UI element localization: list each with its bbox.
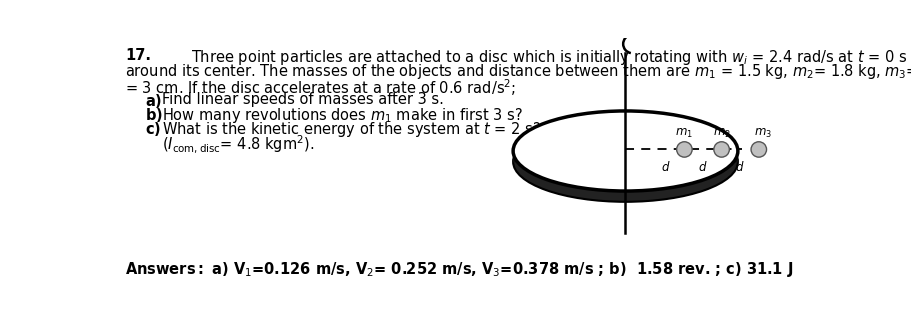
Text: $\mathbf{Answers:}$ a) V$_1$=0.126 m/s, V$_2$= 0.252 m/s, V$_3$=0.378 m/s ; b)  : $\mathbf{Answers:}$ a) V$_1$=0.126 m/s, … [125, 260, 793, 279]
Polygon shape [513, 122, 737, 191]
Text: = 3 cm. If the disc accelerates at a rate of 0.6 rad/s$^2$;: = 3 cm. If the disc accelerates at a rat… [125, 77, 516, 98]
Ellipse shape [713, 142, 729, 157]
Text: 17.: 17. [125, 48, 150, 63]
Text: $d$: $d$ [660, 160, 670, 174]
Ellipse shape [676, 142, 691, 157]
Text: $m_1$: $m_1$ [675, 127, 692, 140]
Ellipse shape [513, 122, 737, 202]
Ellipse shape [751, 142, 766, 157]
Text: ($I_{\mathrm{com,disc}}$= 4.8 kgm$^2$).: ($I_{\mathrm{com,disc}}$= 4.8 kgm$^2$). [162, 133, 314, 155]
Text: Find linear speeds of masses after 3 s.: Find linear speeds of masses after 3 s. [162, 93, 444, 107]
Text: Three point particles are attached to a disc which is initially rotating with $w: Three point particles are attached to a … [191, 48, 906, 67]
Text: $\mathbf{a)}$: $\mathbf{a)}$ [145, 93, 162, 111]
Text: around its center. The masses of the objects and distance between them are $m_1$: around its center. The masses of the obj… [125, 62, 911, 82]
Text: $d$: $d$ [734, 160, 744, 174]
Text: What is the kinetic energy of the system at $t$ = 2 s?: What is the kinetic energy of the system… [162, 120, 540, 139]
Text: $m_3$: $m_3$ [752, 127, 771, 140]
Text: $\mathbf{c)}$: $\mathbf{c)}$ [145, 120, 161, 138]
Text: $m_2$: $m_2$ [711, 127, 730, 140]
Ellipse shape [513, 111, 737, 191]
Text: $\mathbf{b)}$: $\mathbf{b)}$ [145, 106, 163, 124]
Text: How many revolutions does $m_1$ make in first 3 s?: How many revolutions does $m_1$ make in … [162, 106, 522, 125]
Text: $d$: $d$ [698, 160, 707, 174]
